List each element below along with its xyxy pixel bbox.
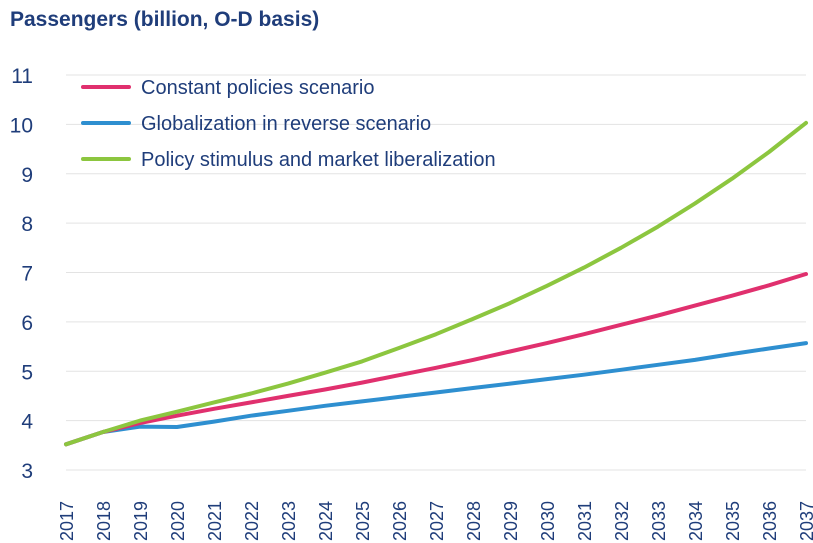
y-tick-label: 3	[21, 460, 33, 483]
y-tick-label: 5	[21, 361, 33, 384]
x-tick-label: 2026	[390, 501, 410, 541]
series-line-3	[64, 120, 808, 447]
x-tick-label: 2034	[686, 501, 706, 541]
x-tick-label: 2036	[760, 501, 780, 541]
x-tick-label: 2028	[464, 501, 484, 541]
y-tick-label: 11	[11, 65, 33, 88]
x-tick-label: 2032	[612, 501, 632, 541]
series-line-2	[64, 341, 808, 447]
x-tick-label: 2017	[57, 501, 77, 541]
x-tick-label: 2027	[427, 501, 447, 541]
series-line-1	[64, 272, 808, 447]
legend-label: Constant policies scenario	[141, 77, 374, 99]
x-tick-label: 2023	[279, 501, 299, 541]
series-lines	[64, 120, 808, 447]
legend-label: Globalization in reverse scenario	[141, 113, 431, 135]
y-tick-label: 6	[21, 312, 33, 335]
x-tick-label: 2033	[649, 501, 669, 541]
x-tick-label: 2029	[501, 501, 521, 541]
legend-item: Constant policies scenario	[81, 77, 374, 99]
x-axis-ticks: 2017 2018 2019 2020 2021 2022 2023 2024 2025 2026…	[57, 501, 813, 541]
y-tick-label: 9	[21, 164, 33, 187]
y-tick-label: 7	[21, 263, 33, 286]
x-tick-label: 2025	[353, 501, 373, 541]
x-tick-label: 2020	[168, 501, 188, 541]
legend-label: Policy stimulus and market liberalizatio…	[141, 149, 496, 171]
x-tick-label: 2030	[538, 501, 558, 541]
legend: Constant policies scenario Globalization …	[81, 77, 496, 171]
x-tick-label: 2021	[205, 501, 225, 541]
legend-item: Policy stimulus and market liberalizatio…	[81, 149, 496, 171]
x-tick-label: 2031	[575, 501, 595, 541]
x-tick-label: 2018	[94, 501, 114, 541]
x-tick-label: 2019	[131, 501, 151, 541]
y-tick-label: 8	[21, 213, 33, 236]
legend-item: Globalization in reverse scenario	[81, 113, 431, 135]
y-axis-ticks: 3 4 5 6 7 8 9 10 11	[10, 65, 34, 483]
chart-title: Passengers (billion, O-D basis)	[10, 8, 320, 31]
x-tick-label: 2024	[316, 501, 336, 541]
y-tick-label: 10	[10, 114, 33, 137]
x-tick-label: 2022	[242, 501, 262, 541]
x-tick-label: 2037	[797, 501, 813, 541]
x-tick-label: 2035	[723, 501, 743, 541]
y-tick-label: 4	[21, 411, 33, 434]
gridlines	[66, 74, 806, 471]
